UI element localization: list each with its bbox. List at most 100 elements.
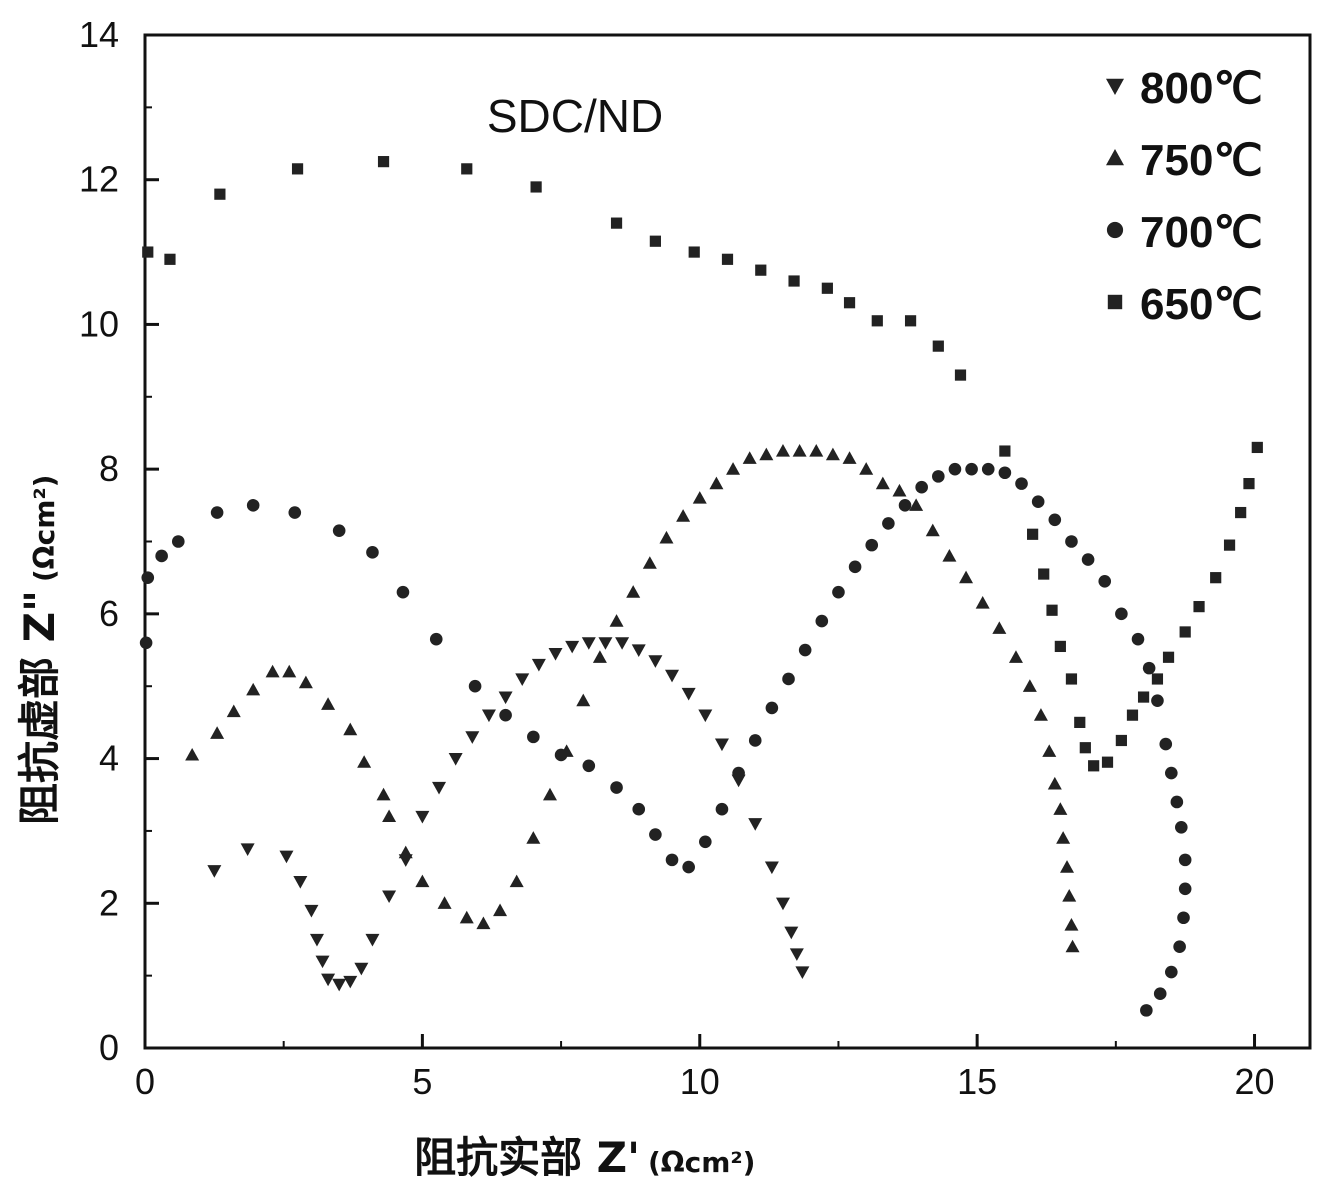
y-tick-label: 10 bbox=[79, 303, 119, 344]
data-point bbox=[842, 451, 857, 464]
data-point bbox=[1101, 756, 1114, 768]
data-point bbox=[365, 933, 380, 947]
data-point bbox=[592, 650, 607, 663]
data-point bbox=[1098, 574, 1112, 588]
data-point bbox=[288, 506, 302, 519]
y-tick-label: 8 bbox=[99, 448, 119, 489]
data-point bbox=[1081, 553, 1095, 566]
legend-marker-0 bbox=[1106, 78, 1124, 95]
plot-frame bbox=[143, 33, 1312, 1050]
data-point bbox=[681, 687, 696, 701]
data-point bbox=[415, 874, 430, 888]
data-point bbox=[1015, 477, 1028, 490]
data-point bbox=[992, 621, 1007, 634]
data-point bbox=[1193, 601, 1205, 613]
data-point bbox=[789, 948, 804, 961]
data-point bbox=[610, 217, 623, 229]
data-point bbox=[164, 253, 176, 265]
data-point bbox=[476, 916, 491, 930]
data-point bbox=[1178, 882, 1192, 896]
data-point bbox=[1031, 495, 1045, 509]
x-tick-label: 15 bbox=[957, 1061, 997, 1102]
data-point bbox=[1008, 650, 1023, 663]
data-point bbox=[554, 748, 568, 762]
data-point bbox=[1088, 760, 1100, 772]
data-point bbox=[396, 585, 410, 599]
data-point bbox=[1047, 776, 1062, 790]
legend-label-3: 650℃ bbox=[1140, 280, 1263, 329]
data-point bbox=[293, 875, 308, 889]
data-point bbox=[765, 701, 779, 715]
data-point bbox=[843, 297, 856, 309]
data-point bbox=[542, 787, 557, 801]
data-point bbox=[764, 861, 779, 875]
x-tick-label: 20 bbox=[1235, 1061, 1275, 1102]
data-point bbox=[498, 691, 513, 705]
data-point bbox=[415, 810, 430, 824]
data-point bbox=[795, 966, 810, 980]
y-tick-label: 4 bbox=[99, 738, 119, 779]
data-point bbox=[649, 828, 662, 841]
data-point bbox=[1033, 708, 1048, 721]
data-point bbox=[309, 933, 324, 947]
y-axis-ticks: 0 2 4 6 8 10 12 14 bbox=[79, 14, 159, 1068]
x-axis-unit: (Ωcm²) bbox=[648, 1146, 755, 1179]
data-point bbox=[798, 643, 812, 657]
data-point bbox=[432, 781, 447, 795]
y-tick-label: 6 bbox=[99, 593, 119, 634]
legend: 800℃ 750℃ 700℃ 650℃ bbox=[1106, 64, 1263, 329]
y-axis-title: 阻抗虚部 Z" bbox=[15, 590, 64, 825]
data-point bbox=[1153, 987, 1167, 1001]
data-point bbox=[240, 843, 255, 857]
data-point bbox=[698, 709, 713, 723]
data-point bbox=[626, 585, 641, 598]
data-point bbox=[1060, 860, 1075, 873]
y-tick-label: 0 bbox=[99, 1027, 119, 1068]
data-point bbox=[1065, 673, 1078, 685]
data-point bbox=[748, 818, 763, 831]
data-point bbox=[959, 570, 974, 584]
data-point bbox=[825, 447, 840, 461]
legend-marker-2 bbox=[1106, 221, 1124, 239]
data-point bbox=[948, 462, 962, 476]
data-point bbox=[343, 722, 358, 736]
data-point bbox=[246, 499, 260, 512]
x-axis-title: 阻抗实部 Z' bbox=[414, 1133, 640, 1182]
data-point bbox=[1210, 572, 1222, 584]
data-point bbox=[998, 466, 1012, 480]
data-point bbox=[1140, 1004, 1153, 1017]
series-3 bbox=[142, 156, 1263, 772]
data-point bbox=[1251, 441, 1263, 454]
data-point bbox=[448, 752, 463, 766]
data-point bbox=[782, 672, 795, 686]
data-point bbox=[576, 693, 591, 707]
data-point bbox=[832, 585, 845, 599]
data-point bbox=[321, 697, 336, 710]
data-point bbox=[665, 853, 679, 867]
y-tick-label: 2 bbox=[99, 882, 119, 923]
data-point bbox=[207, 865, 222, 878]
data-point bbox=[1165, 766, 1178, 780]
data-point bbox=[1074, 716, 1086, 728]
data-point bbox=[1178, 853, 1192, 867]
data-point bbox=[865, 538, 879, 552]
data-point bbox=[775, 444, 790, 457]
data-point bbox=[1223, 539, 1236, 551]
data-point bbox=[459, 910, 474, 924]
data-point bbox=[493, 903, 508, 917]
data-point bbox=[1170, 795, 1184, 809]
data-point bbox=[898, 499, 912, 512]
data-point bbox=[582, 759, 596, 773]
data-point bbox=[882, 517, 895, 530]
data-point bbox=[1062, 889, 1077, 902]
data-point bbox=[649, 235, 661, 247]
data-point bbox=[788, 275, 800, 287]
data-point bbox=[1065, 939, 1080, 953]
data-point bbox=[279, 850, 294, 864]
data-point bbox=[1056, 831, 1071, 844]
y-tick-label: 12 bbox=[79, 159, 119, 200]
data-point bbox=[265, 664, 280, 678]
data-point bbox=[465, 731, 480, 744]
data-point bbox=[610, 781, 623, 794]
data-point bbox=[631, 644, 646, 658]
